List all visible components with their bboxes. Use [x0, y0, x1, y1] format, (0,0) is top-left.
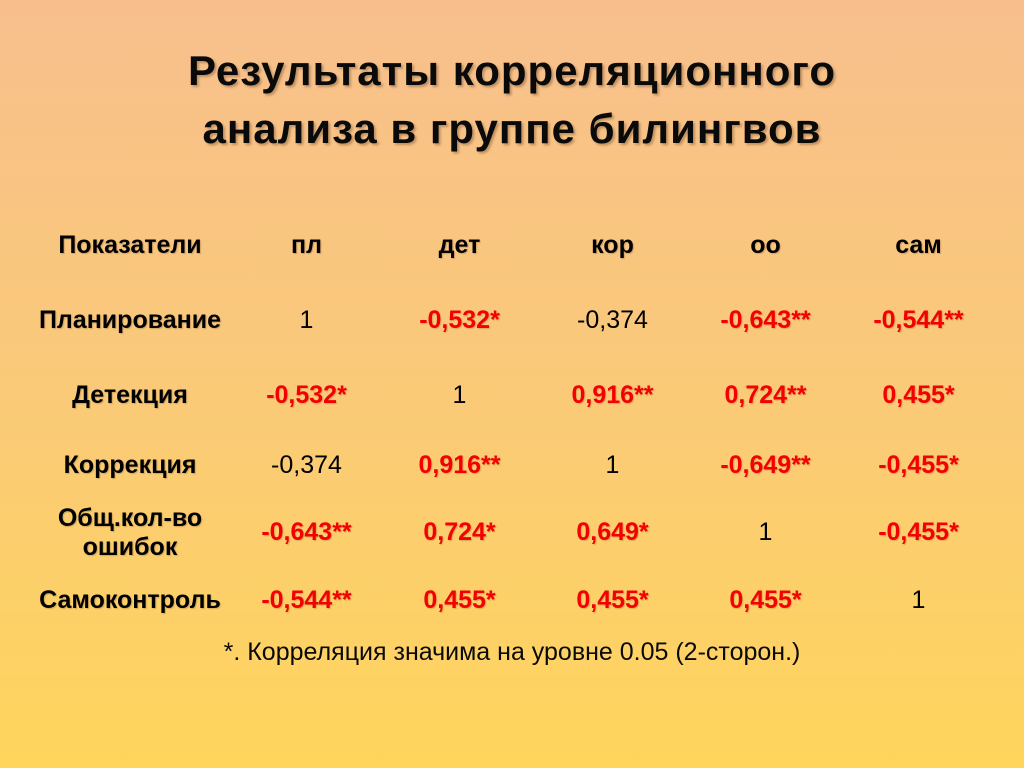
table-cell: -0,544**	[873, 305, 964, 334]
row-label: Коррекция	[63, 450, 197, 479]
table-cell: -0,532*	[419, 305, 500, 334]
column-header-det: дет	[438, 230, 481, 259]
column-header-sam: сам	[895, 230, 942, 259]
table-cell: 0,455*	[882, 380, 955, 409]
row-label: Планирование	[38, 305, 222, 334]
slide-title: Результаты корреляционного анализа в гру…	[0, 42, 1024, 158]
table-cell: -0,643**	[261, 518, 352, 547]
table-cell: -0,544**	[261, 585, 352, 614]
table-cell: 0,455*	[576, 585, 649, 614]
correlation-table: Показатели пл дет кор оо сам Планировани…	[30, 210, 995, 635]
row-label: Детекция	[72, 380, 188, 409]
table-cell: -0,532*	[266, 380, 347, 409]
table-cell: -0,374	[271, 450, 342, 479]
table-cell: 0,916**	[418, 450, 501, 479]
table-cell: 1	[605, 450, 620, 479]
table-cell: 0,916**	[571, 380, 654, 409]
table-cell: -0,455*	[878, 518, 959, 547]
table-cell: 0,455*	[729, 585, 802, 614]
slide-title-line1: Результаты корреляционного	[187, 47, 837, 94]
table-cell: 1	[299, 305, 314, 334]
column-header-oo: оо	[750, 230, 781, 259]
table-cell: -0,455*	[878, 450, 959, 479]
table-cell: 0,724**	[724, 380, 807, 409]
table-cell: 1	[911, 585, 926, 614]
slide-title-line2: анализа в группе билингвов	[202, 105, 822, 152]
column-header-indicators: Показатели	[58, 230, 202, 259]
table-cell: 0,455*	[423, 585, 496, 614]
table-cell: -0,374	[577, 305, 648, 334]
table-cell: 1	[452, 380, 467, 409]
significance-footnote: *. Корреляция значима на уровне 0.05 (2-…	[223, 638, 801, 666]
table-cell: -0,643**	[720, 305, 811, 334]
column-header-pl: пл	[291, 230, 322, 259]
table-cell: 0,724*	[423, 518, 496, 547]
table-cell: -0,649**	[720, 450, 811, 479]
column-header-kor: кор	[591, 230, 634, 259]
row-label: Общ.кол-во ошибок	[57, 503, 203, 561]
table-cell: 1	[758, 518, 773, 547]
row-label: Самоконтроль	[39, 585, 221, 614]
table-cell: 0,649*	[576, 518, 649, 547]
